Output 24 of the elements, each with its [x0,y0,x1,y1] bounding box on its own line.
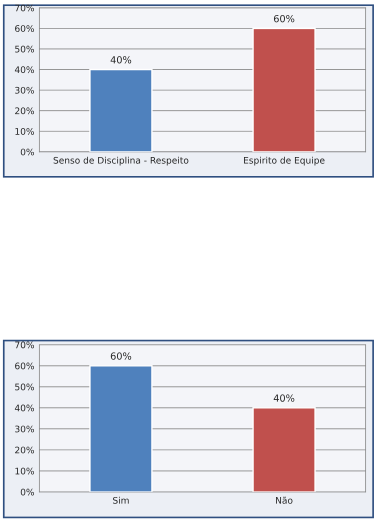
y-tick-label: 70% [15,4,34,12]
x-tick-label: Espirito de Equipe [244,156,325,166]
y-tick-label: 70% [15,341,34,348]
data-label: 60% [274,14,294,22]
y-tick-label: 30% [15,426,34,432]
x-tick-label: Senso de Disciplina - Respeito [54,156,188,166]
y-tick-label: 20% [15,446,34,454]
y-tick-label: 30% [15,86,34,94]
data-label: 40% [274,394,294,402]
y-tick-label: 40% [14,404,34,412]
y-tick-label: 50% [15,46,34,53]
y-tick-label: 50% [15,384,34,390]
y-tick-label: 10% [15,128,34,135]
y-tick-label: 0% [20,148,34,156]
x-tick-label: Sim [113,496,129,504]
data-label: 40% [110,56,132,64]
x-tick-label: Não [276,496,292,504]
y-tick-label: 0% [20,488,34,496]
y-tick-label: 20% [15,107,34,114]
y-tick-label: 40% [14,66,34,74]
y-tick-label: 10% [15,468,34,474]
y-tick-label: 60% [15,362,34,370]
data-label: 60% [110,352,132,360]
y-tick-label: 60% [15,25,34,32]
